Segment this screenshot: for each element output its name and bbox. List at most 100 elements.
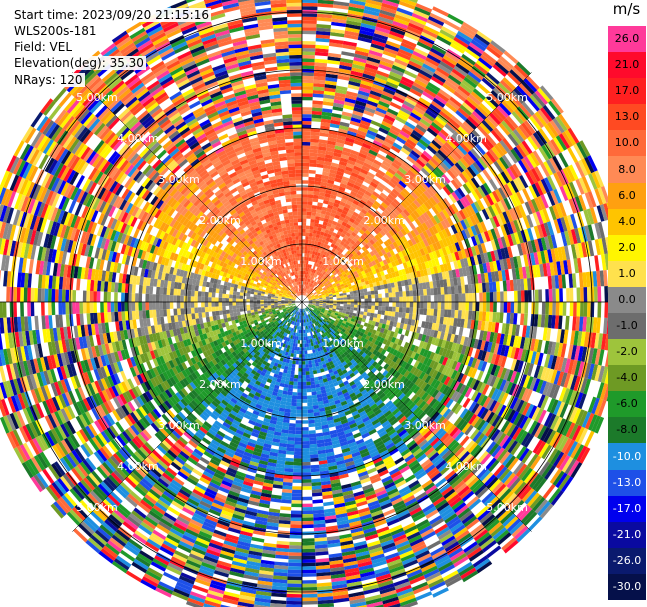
velocity-gate [395, 116, 407, 125]
velocity-gate [363, 178, 372, 185]
velocity-gate [310, 293, 314, 296]
velocity-gate [314, 270, 318, 275]
velocity-gate [396, 51, 411, 61]
velocity-gate [303, 274, 305, 278]
velocity-gate [417, 72, 431, 82]
velocity-gate [454, 147, 465, 158]
velocity-gate [531, 183, 541, 198]
velocity-gate [374, 234, 381, 241]
velocity-gate [418, 97, 431, 107]
velocity-gate [351, 223, 358, 229]
velocity-gate [594, 222, 602, 240]
velocity-gate [310, 454, 319, 459]
velocity-gate [396, 223, 404, 231]
velocity-gate [375, 73, 389, 82]
velocity-gate [309, 275, 312, 280]
velocity-gate [331, 291, 336, 294]
velocity-gate [302, 239, 306, 243]
velocity-gate [302, 288, 304, 292]
velocity-gate [420, 153, 431, 163]
velocity-gate [490, 250, 496, 262]
velocity-gate [513, 64, 529, 79]
velocity-gate [304, 277, 306, 282]
velocity-gate [383, 47, 398, 56]
velocity-gate [302, 364, 306, 369]
velocity-gate [480, 54, 495, 67]
velocity-gate [402, 307, 407, 313]
velocity-gate [306, 388, 312, 393]
velocity-gate [411, 164, 421, 173]
velocity-gate [420, 214, 428, 223]
velocity-gate [541, 302, 546, 315]
velocity-gate [287, 569, 302, 574]
velocity-gate [458, 209, 467, 220]
velocity-gate [327, 56, 341, 62]
velocity-gate [422, 282, 427, 290]
velocity-gate [315, 34, 330, 39]
velocity-gate [358, 187, 367, 194]
velocity-gate [575, 178, 585, 195]
velocity-gate [596, 205, 605, 222]
velocity-gate [309, 163, 317, 167]
velocity-gate [395, 291, 400, 298]
velocity-gate [506, 257, 512, 270]
velocity-gate [376, 272, 382, 278]
velocity-gate [336, 251, 342, 256]
velocity-gate [416, 242, 423, 250]
velocity-gate [380, 270, 385, 277]
velocity-gate [478, 311, 483, 321]
velocity-gate [302, 82, 314, 87]
velocity-gate [359, 285, 364, 290]
velocity-gate [567, 229, 575, 245]
velocity-gate [311, 236, 316, 241]
velocity-gate [315, 44, 329, 50]
velocity-gate [321, 115, 332, 120]
velocity-gate [402, 262, 408, 269]
velocity-gate [328, 293, 333, 297]
velocity-gate [408, 204, 416, 213]
velocity-gate [455, 33, 471, 46]
velocity-gate [326, 233, 332, 239]
velocity-gate [475, 159, 485, 172]
velocity-gate [334, 249, 339, 255]
velocity-gate [334, 199, 341, 205]
velocity-gate [382, 160, 392, 168]
velocity-gate [310, 222, 315, 227]
velocity-gate [533, 225, 541, 239]
velocity-gate [361, 226, 368, 233]
velocity-gate [484, 207, 493, 219]
velocity-gate [314, 240, 319, 245]
velocity-gate [386, 238, 393, 246]
velocity-gate [503, 183, 513, 197]
velocity-gate [314, 274, 318, 278]
velocity-gate [491, 271, 496, 282]
velocity-gate [373, 228, 380, 235]
velocity-gate [306, 378, 311, 382]
velocity-gate [376, 285, 382, 290]
velocity-gate [375, 133, 386, 141]
velocity-gate [304, 253, 308, 257]
velocity-gate [392, 276, 398, 283]
velocity-gate [322, 281, 327, 285]
velocity-gate [336, 298, 341, 301]
velocity-gate [310, 381, 316, 386]
velocity-gate [460, 123, 472, 135]
velocity-gate [367, 267, 372, 273]
velocity-gate [424, 275, 430, 283]
velocity-gate [365, 155, 375, 163]
velocity-gate [420, 302, 424, 309]
velocity-gate [448, 136, 460, 147]
velocity-gate [382, 0, 399, 8]
velocity-gate [378, 266, 384, 273]
velocity-gate [415, 207, 424, 217]
velocity-gate [360, 278, 365, 283]
velocity-gate [307, 243, 312, 247]
velocity-gate [468, 284, 473, 294]
velocity-gate [452, 213, 461, 223]
velocity-gate [406, 63, 421, 73]
velocity-gate [447, 286, 452, 295]
velocity-gate [467, 150, 478, 162]
velocity-gate [404, 329, 410, 337]
velocity-gate [397, 133, 409, 142]
velocity-gate [302, 249, 305, 254]
